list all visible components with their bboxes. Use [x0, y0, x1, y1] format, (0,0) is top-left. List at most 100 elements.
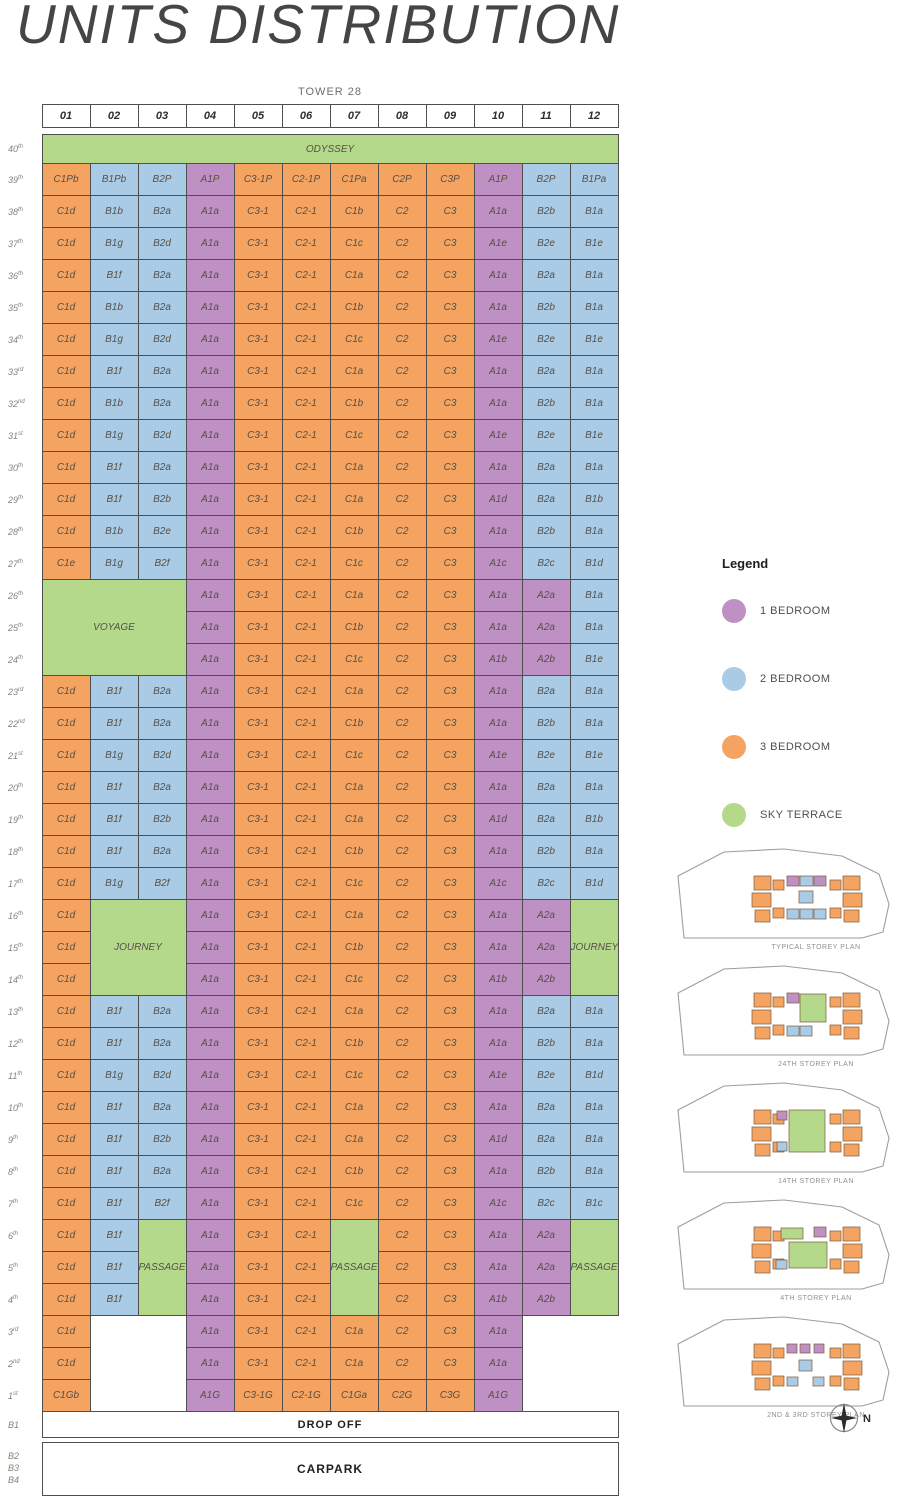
compass: N: [822, 1392, 884, 1449]
unit-cell: C3-1: [233, 1091, 283, 1124]
unit-cell: C1Gb: [41, 1379, 91, 1412]
storey-plan-sky4: 4TH STOREY PLAN: [666, 1195, 900, 1307]
unit-cell: C3-1: [233, 547, 283, 580]
unit-cell: C3-1P: [233, 163, 283, 196]
unit-cell: C2: [377, 483, 427, 516]
unit-cell: C1b: [329, 707, 379, 740]
unit-cell: C3: [425, 451, 475, 484]
storey-plan-ground: 2ND & 3RD STOREY PLAN: [666, 1312, 900, 1424]
unit-cell: C2-1: [281, 1091, 331, 1124]
unit-cell: C1b: [329, 835, 379, 868]
unit-cell: B2c: [521, 1187, 571, 1220]
unit-cell: C2: [377, 579, 427, 612]
unit-cell: A1a: [185, 707, 235, 740]
floor-label: 22nd: [8, 718, 25, 729]
unit-cell: C3-1: [233, 675, 283, 708]
floor-label: 35th: [8, 302, 24, 313]
unit-cell: B1a: [569, 355, 619, 388]
unit-cell: C1b: [329, 291, 379, 324]
unit-cell: B1a: [569, 1155, 619, 1188]
unit-cell: B2a: [137, 1027, 187, 1060]
unit-cell: B2e: [137, 515, 187, 548]
unit-cell: A1a: [185, 1027, 235, 1060]
unit-cell: A1a: [473, 931, 523, 964]
unit-cell: A1G: [473, 1379, 523, 1412]
unit-cell: C3: [425, 387, 475, 420]
unit-cell: A1a: [185, 643, 235, 676]
unit-cell: A2a: [521, 611, 571, 644]
unit-cell: B1f: [89, 1219, 139, 1252]
unit-cell: B1a: [569, 1123, 619, 1156]
unit-cell: C3P: [425, 163, 475, 196]
unit-cell: C1b: [329, 931, 379, 964]
unit-cell: A1a: [185, 1091, 235, 1124]
unit-cell: C3: [425, 1123, 475, 1156]
unit-cell: C2-1: [281, 419, 331, 452]
legend-item-label: SKY TERRACE: [760, 809, 843, 821]
unit-cell: B1f: [89, 1091, 139, 1124]
unit-cell: B2a: [137, 771, 187, 804]
floor-label: 10th: [8, 1102, 24, 1113]
unit-cell: A1d: [473, 483, 523, 516]
unit-cell: C3: [425, 1059, 475, 1092]
unit-cell: A1P: [185, 163, 235, 196]
floor-label: 1st: [8, 1390, 18, 1401]
floor-row-22: 22nd C1d B1f B2a A1a C3-1 C2-1 C1b C2 C3 A1a B2b B1a: [8, 707, 619, 740]
unit-cell: B2a: [137, 195, 187, 228]
unit-cell: C3-1: [233, 931, 283, 964]
unit-cell: A1a: [185, 227, 235, 260]
unit-cell: C1b: [329, 611, 379, 644]
sky-terrace-cell: ODYSSEY: [41, 134, 619, 164]
unit-cell: B2a: [521, 771, 571, 804]
unit-cell: C1a: [329, 579, 379, 612]
unit-cell: A1a: [185, 483, 235, 516]
unit-cell: C1d: [41, 931, 91, 964]
unit-cell: C3: [425, 355, 475, 388]
unit-cell: B1e: [569, 419, 619, 452]
unit-cell: C1d: [41, 707, 91, 740]
unit-cell: C2: [377, 1123, 427, 1156]
unit-cell: C3: [425, 1315, 475, 1348]
unit-cell: C3: [425, 1155, 475, 1188]
unit-cell: C2: [377, 803, 427, 836]
unit-cell: A1a: [185, 611, 235, 644]
unit-cell: B1a: [569, 995, 619, 1028]
legend-item-sky-terrace: SKY TERRACE: [722, 803, 843, 827]
unit-cell: A1a: [473, 771, 523, 804]
unit-cell: C3-1: [233, 227, 283, 260]
unit-cell: B2a: [521, 355, 571, 388]
unit-cell: A1a: [473, 611, 523, 644]
unit-cell: B1b: [89, 291, 139, 324]
floor-label: 37th: [8, 238, 24, 249]
unit-cell: B1f: [89, 1251, 139, 1284]
unit-cell: C3: [425, 931, 475, 964]
unit-cell: C3: [425, 195, 475, 228]
void-cell: [522, 1315, 618, 1348]
unit-cell: B1f: [89, 1283, 139, 1316]
floor-label: 11th: [8, 1070, 23, 1081]
unit-cell: C2: [377, 1219, 427, 1252]
unit-cell: B2d: [137, 739, 187, 772]
storey-plan-typical: TYPICAL STOREY PLAN: [666, 844, 900, 956]
unit-cell: C2-1: [281, 1283, 331, 1316]
floor-label: 16th: [8, 910, 24, 921]
floor-label: 19th: [8, 814, 24, 825]
floor-label: 9th: [8, 1134, 19, 1145]
floor-row-13: 13th C1d B1f B2a A1a C3-1 C2-1 C1a C2 C3 A1a B2a B1a: [8, 995, 619, 1028]
unit-cell: C3-1: [233, 451, 283, 484]
unit-cell: C2: [377, 259, 427, 292]
floor-row-23: 23rd C1d B1f B2a A1a C3-1 C2-1 C1a C2 C3 A1a B2a B1a: [8, 675, 619, 708]
unit-cell: A1a: [473, 291, 523, 324]
unit-cell: C2: [377, 227, 427, 260]
units-table: 01 02 03 04 05 06 07 08 09 10 11 12 40th ODYSSEY 39th C…: [8, 104, 619, 1496]
sky-terrace-cell: JOURNEY: [89, 899, 187, 996]
unit-cell: B1f: [89, 1187, 139, 1220]
unit-cell: B1a: [569, 611, 619, 644]
unit-cell: C1a: [329, 1091, 379, 1124]
unit-cell: C3: [425, 739, 475, 772]
unit-cell: C3: [425, 835, 475, 868]
floor-label: 20th: [8, 782, 24, 793]
unit-cell: C2-1: [281, 227, 331, 260]
unit-cell: A1a: [473, 1027, 523, 1060]
unit-cell: C3: [425, 323, 475, 356]
